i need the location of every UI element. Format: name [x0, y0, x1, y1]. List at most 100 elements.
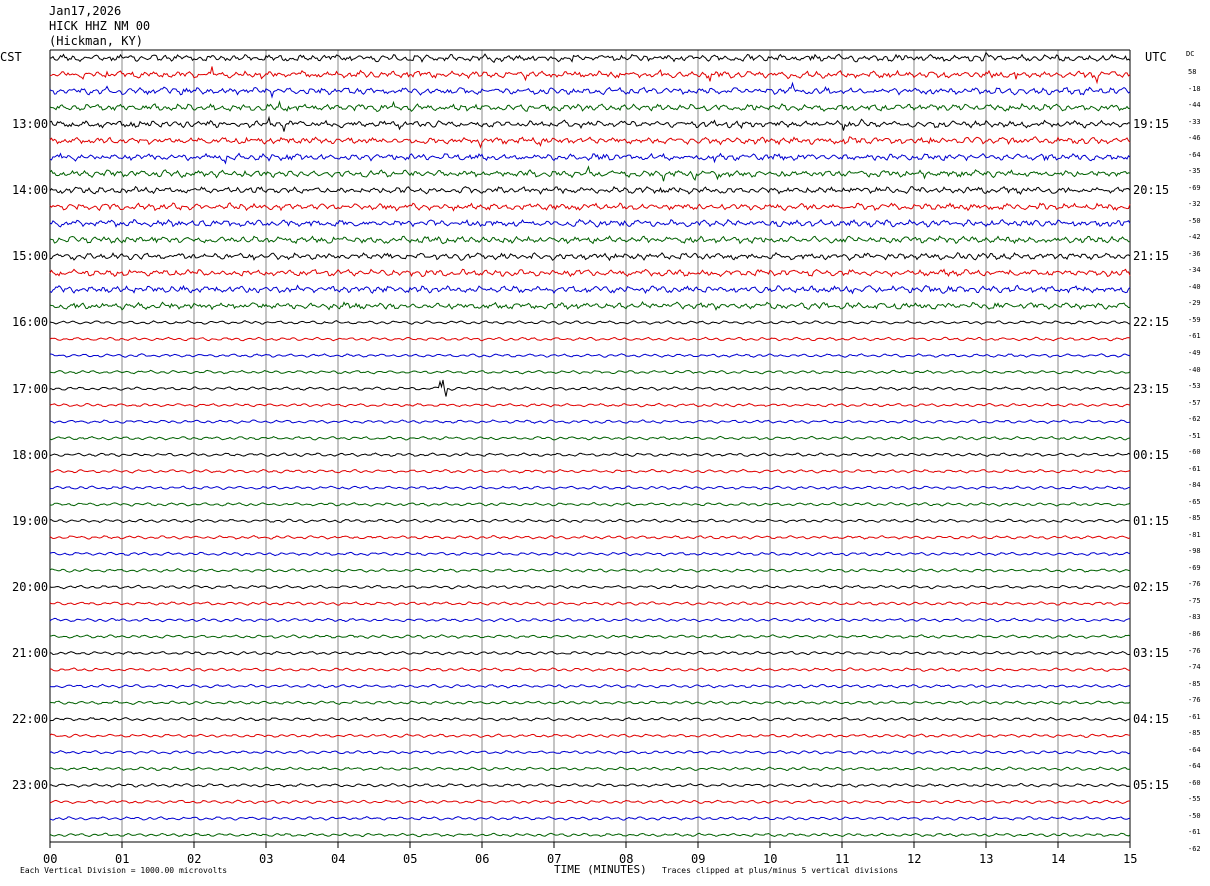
seismic-trace	[49, 284, 1131, 295]
x-tick-label: 12	[907, 852, 922, 866]
seismic-trace	[49, 268, 1131, 278]
dc-label: DC	[1186, 50, 1195, 58]
x-tick-label: 09	[691, 852, 706, 866]
left-hour-label: 15:00	[12, 249, 49, 264]
x-tick-label: 13	[979, 852, 994, 866]
seismic-trace	[49, 766, 1131, 772]
seismic-trace	[49, 683, 1131, 689]
seismic-trace	[49, 502, 1131, 507]
dc-offset-label: -64	[1188, 150, 1201, 159]
x-tick-label: 15	[1123, 852, 1138, 866]
clip-note: Traces clipped at plus/minus 5 vertical …	[662, 866, 899, 875]
left-hour-label: 17:00	[12, 381, 49, 396]
dc-offset-label: -62	[1188, 415, 1201, 424]
seismic-trace	[49, 320, 1131, 325]
left-hour-label: 23:00	[12, 778, 49, 793]
seismic-trace	[49, 369, 1131, 375]
x-tick-label: 07	[547, 852, 562, 866]
left-hour-label: 19:00	[12, 513, 49, 528]
dc-offset-label: -60	[1188, 778, 1201, 787]
x-tick-label: 02	[187, 852, 202, 866]
dc-offset-label: -64	[1188, 745, 1201, 754]
seismic-trace	[49, 353, 1131, 358]
dc-offset-label: -83	[1188, 613, 1201, 622]
seismic-trace	[49, 51, 1131, 64]
x-tick-label: 08	[619, 852, 634, 866]
right-hour-label: 19:15	[1133, 117, 1170, 132]
left-hour-label: 22:00	[12, 712, 49, 727]
right-hour-label: 00:15	[1133, 447, 1170, 462]
dc-offset-label: -51	[1188, 431, 1201, 440]
seismic-trace	[49, 235, 1131, 245]
right-timezone-label: UTC	[1145, 50, 1167, 64]
x-axis-title: TIME (MINUTES)	[554, 863, 647, 876]
dc-offset-label: -65	[1188, 497, 1201, 506]
dc-offset-label: -29	[1188, 299, 1201, 308]
dc-offset-label: -57	[1188, 398, 1201, 407]
dc-offset-label: -33	[1188, 117, 1201, 126]
seismic-trace	[49, 799, 1131, 805]
seismic-trace	[49, 534, 1131, 540]
x-tick-label: 01	[115, 852, 130, 866]
dc-offset-label: -69	[1188, 183, 1201, 192]
seismic-trace	[49, 379, 1131, 397]
dc-offset-label: -76	[1188, 696, 1201, 705]
header-location: (Hickman, KY)	[49, 34, 143, 48]
header-station: HICK HHZ NM 00	[49, 19, 151, 33]
seismic-trace	[49, 518, 1130, 524]
right-hour-label: 21:15	[1133, 249, 1170, 264]
dc-offset-label: -81	[1188, 530, 1201, 539]
seismic-trace	[49, 402, 1131, 408]
seismic-trace	[49, 419, 1131, 424]
right-hour-label: 02:15	[1133, 579, 1170, 594]
x-tick-label: 03	[259, 852, 274, 866]
dc-offset-label: 58	[1188, 68, 1197, 76]
seismic-trace	[49, 584, 1131, 590]
left-hour-label: 20:00	[12, 579, 49, 594]
dc-offset-label: -76	[1188, 580, 1201, 589]
right-hour-label: 23:15	[1133, 381, 1170, 396]
seismic-trace	[49, 435, 1131, 441]
dc-offset-label: -60	[1188, 448, 1201, 457]
dc-offset-label: -85	[1188, 729, 1201, 738]
right-hour-label: 01:15	[1133, 513, 1170, 528]
x-tick-label: 14	[1051, 852, 1066, 866]
right-hour-label: 22:15	[1133, 315, 1170, 330]
header-date: Jan17,2026	[49, 4, 122, 18]
seismic-trace	[49, 100, 1131, 113]
dc-offset-label: -69	[1188, 563, 1201, 572]
dc-offset-label: -40	[1188, 282, 1201, 291]
dc-offset-label: -86	[1188, 630, 1201, 639]
right-hour-label: 20:15	[1133, 183, 1170, 198]
seismic-trace	[49, 81, 1131, 99]
seismic-trace	[49, 218, 1131, 228]
seismic-trace	[49, 136, 1131, 149]
seismic-trace	[49, 716, 1131, 722]
seismic-trace	[49, 202, 1131, 212]
dc-offset-label: -84	[1188, 481, 1201, 490]
seismic-trace	[49, 468, 1131, 474]
seismic-trace	[49, 452, 1131, 457]
seismic-trace	[49, 551, 1131, 557]
dc-offset-label: -49	[1188, 349, 1201, 357]
left-hour-label: 13:00	[12, 117, 49, 132]
dc-offset-label: -35	[1188, 167, 1201, 176]
dc-offset-label: -53	[1188, 382, 1201, 391]
seismic-trace	[49, 749, 1131, 755]
x-tick-label: 05	[403, 852, 418, 866]
dc-offset-label: -50	[1188, 216, 1201, 225]
dc-offset-label: -59	[1188, 315, 1201, 324]
seismic-trace	[49, 165, 1131, 182]
dc-offset-label: -40	[1188, 365, 1201, 374]
seismic-trace	[49, 650, 1131, 656]
dc-offset-label: -98	[1188, 547, 1201, 556]
x-tick-label: 06	[475, 852, 490, 866]
right-hour-label: 04:15	[1133, 712, 1170, 727]
dc-offset-label: -61	[1188, 712, 1201, 721]
left-hour-label: 18:00	[12, 447, 49, 462]
seismic-trace	[49, 336, 1131, 342]
dc-offset-label: -61	[1188, 332, 1201, 341]
seismic-trace	[49, 816, 1131, 821]
right-hour-label: 05:15	[1133, 778, 1170, 793]
